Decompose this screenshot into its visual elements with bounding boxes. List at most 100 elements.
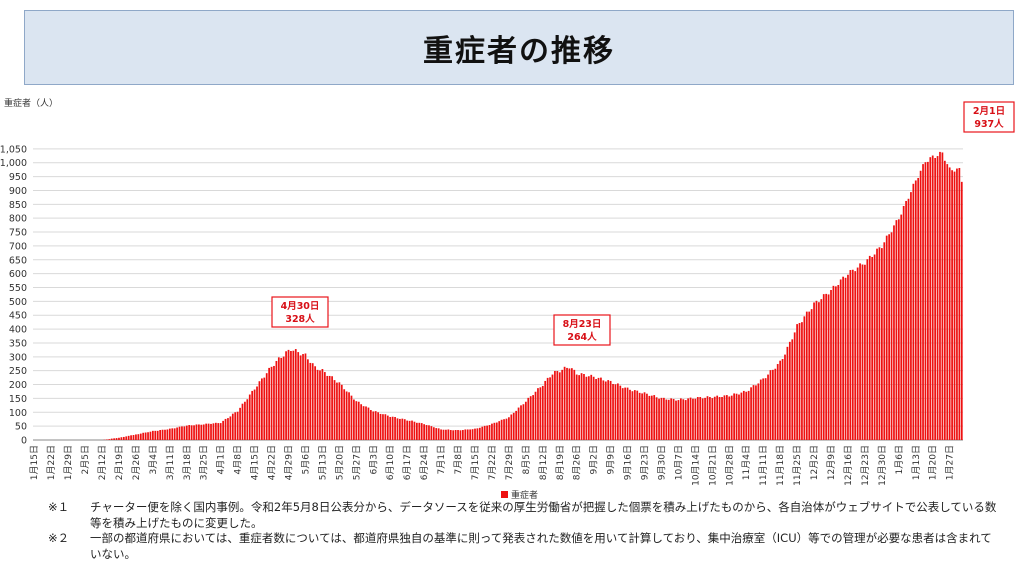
bar [902, 205, 905, 440]
bar [348, 392, 350, 440]
bar [776, 364, 779, 440]
bar [113, 438, 115, 440]
bar [549, 377, 551, 440]
bar [355, 401, 358, 440]
bar [759, 379, 762, 440]
x-tick-label: 7月29日 [504, 445, 515, 480]
bar [474, 428, 476, 440]
bar [871, 257, 874, 440]
bar [822, 294, 825, 440]
x-tick-label: 5月13日 [317, 445, 328, 480]
x-tick-label: 4月29日 [284, 445, 295, 480]
bar [503, 419, 505, 440]
bar [604, 381, 607, 440]
bar [466, 429, 469, 440]
bar [646, 393, 648, 440]
bar [183, 426, 186, 440]
x-tick-label: 4月1日 [216, 445, 227, 474]
x-tick-label: 9月2日 [589, 445, 600, 474]
peak-annotation-date: 4月30日 [281, 301, 320, 312]
bar [745, 391, 748, 440]
bar [752, 385, 755, 440]
bar [147, 432, 149, 440]
bar [876, 248, 878, 440]
bar [919, 170, 922, 440]
bar [684, 400, 687, 440]
y-tick-label: 750 [9, 228, 27, 239]
bar [951, 170, 953, 440]
bar [285, 351, 287, 440]
bar [323, 372, 326, 440]
bar [498, 421, 501, 440]
bar [389, 416, 392, 440]
bar [454, 430, 457, 440]
bar [132, 435, 135, 440]
bar [229, 416, 232, 440]
bar [890, 232, 893, 440]
y-tick-label: 1,050 [0, 144, 27, 155]
y-tick-label: 400 [9, 325, 27, 336]
x-tick-label: 11月4日 [741, 445, 752, 480]
bar [575, 374, 578, 440]
x-tick-label: 9月30日 [657, 445, 668, 480]
bar [268, 367, 270, 440]
bar [309, 362, 312, 440]
bar [149, 431, 152, 440]
bar [217, 423, 220, 440]
bar [234, 412, 237, 440]
bar [910, 192, 912, 440]
bar [929, 157, 932, 440]
bar [231, 413, 234, 440]
bar [958, 168, 961, 440]
bar [849, 270, 852, 440]
x-tick-label: 2月19日 [114, 445, 125, 480]
bar [629, 389, 631, 440]
bar [866, 259, 869, 440]
bar [558, 372, 561, 440]
bar [445, 429, 447, 440]
bar [897, 219, 900, 440]
bar [452, 430, 455, 440]
x-tick-label: 12月30日 [877, 445, 888, 486]
bar [713, 396, 716, 440]
x-tick-label: 11月25日 [792, 445, 803, 486]
x-tick-label: 10月21日 [707, 445, 718, 486]
footnotes: ※１ チャーター便を除く国内事例。令和2年5月8日公表分から、データソースを従来… [48, 500, 998, 562]
bar [118, 437, 120, 440]
bar [251, 390, 254, 440]
bar [561, 369, 564, 440]
bar [258, 381, 261, 440]
bar [740, 392, 743, 440]
bar [173, 428, 176, 440]
bar [135, 434, 137, 440]
bar [912, 183, 915, 441]
peak-annotation-date: 8月23日 [563, 319, 602, 330]
bar [377, 412, 379, 440]
x-tick-label: 10月14日 [690, 445, 701, 486]
bar [844, 277, 847, 440]
x-tick-label: 9月9日 [606, 445, 617, 474]
bar [878, 247, 881, 440]
x-tick-label: 6月24日 [419, 445, 430, 480]
bar [401, 418, 404, 440]
bar [471, 429, 474, 440]
bar [934, 158, 937, 440]
x-tick-label: 3月25日 [199, 445, 210, 480]
bar [508, 417, 510, 440]
bar [185, 425, 188, 440]
bar [299, 355, 302, 440]
bar [193, 425, 195, 440]
y-tick-label: 150 [9, 394, 27, 405]
bar [694, 398, 697, 440]
bar [418, 422, 421, 440]
bar [219, 423, 222, 440]
peak-annotation-box [553, 314, 611, 346]
bar [679, 398, 682, 440]
bar [621, 388, 624, 440]
bar [241, 403, 244, 440]
bar [198, 424, 200, 440]
bar [619, 385, 622, 440]
bar [413, 421, 416, 440]
y-axis-label: 重症者（人） [4, 97, 58, 109]
bar [839, 279, 842, 440]
